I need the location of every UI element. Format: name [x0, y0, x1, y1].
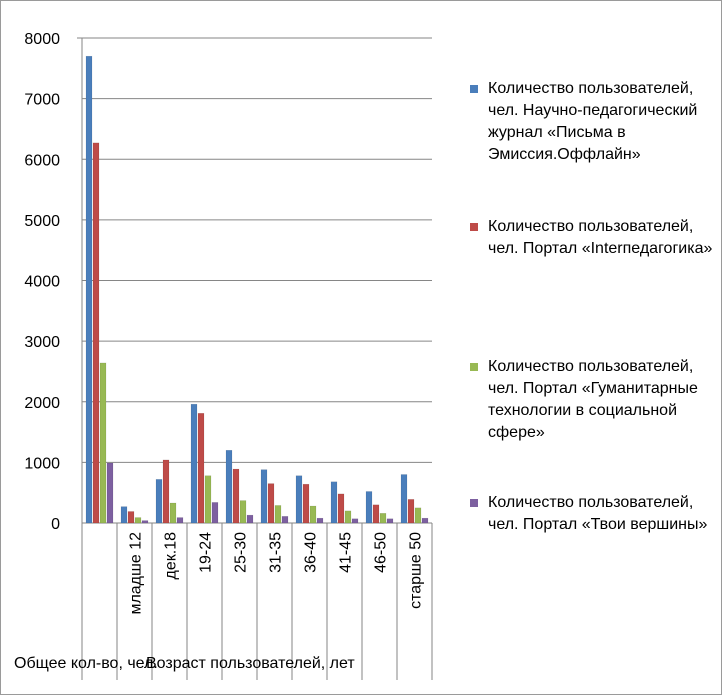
y-tick-label: 3000: [24, 334, 60, 351]
bar: [309, 505, 317, 524]
bar: [225, 450, 233, 524]
bar: [239, 500, 247, 524]
bar: [120, 506, 128, 524]
legend-swatch: [470, 85, 478, 93]
bar: [155, 479, 163, 524]
bar: [211, 502, 219, 524]
bar: [330, 481, 338, 524]
legend-label: Количество пользователей, чел. Портал «I…: [488, 218, 713, 257]
bar: [162, 459, 170, 524]
x-tick-label: 41-45: [338, 532, 355, 573]
x-tick-label: 31-35: [268, 532, 285, 573]
bar: [246, 514, 254, 524]
x-axis-title: Возраст пользователей, лет: [146, 655, 355, 672]
bar: [260, 469, 268, 524]
bar: [281, 516, 289, 524]
y-tick-label: 8000: [24, 31, 60, 48]
bar: [197, 413, 205, 524]
y-tick-label: 1000: [24, 455, 60, 472]
legend-swatch: [470, 363, 478, 371]
bar: [190, 403, 198, 524]
bar: [400, 474, 408, 524]
x-tick-label: дек.18: [163, 532, 180, 580]
bar: [106, 462, 114, 524]
bar: [372, 504, 380, 524]
bar: [99, 362, 107, 524]
x-tick-label: 25-30: [233, 532, 250, 573]
x-tick-label: 36-40: [303, 532, 320, 573]
bar: [141, 520, 149, 524]
bar: [407, 499, 415, 524]
bar: [414, 507, 422, 524]
x-tick-label: 46-50: [373, 532, 390, 573]
bar: [85, 55, 93, 524]
bar: [295, 475, 303, 524]
bar: [232, 468, 240, 524]
bar: [386, 518, 394, 524]
bar: [302, 483, 310, 524]
bar: [274, 505, 282, 524]
y-tick-label: 0: [51, 516, 60, 533]
bar: [365, 491, 373, 524]
legend-label: Количество пользователей, чел. Научно-пе…: [488, 80, 698, 163]
x-tick-label: младше 12: [128, 532, 145, 615]
bar: [127, 511, 135, 524]
y-tick-label: 7000: [24, 92, 60, 109]
y-tick-label: 4000: [24, 274, 60, 291]
bar: [316, 517, 324, 524]
bar: [92, 142, 100, 524]
bar: [344, 510, 352, 524]
y-tick-label: 2000: [24, 395, 60, 412]
bar: [379, 513, 387, 524]
legend-swatch: [470, 223, 478, 231]
bar: [421, 517, 429, 524]
bar: [204, 475, 212, 524]
bar: [134, 517, 142, 524]
x-tick-label: Общее кол-во, чел.: [14, 655, 158, 672]
y-tick-label: 5000: [24, 213, 60, 230]
legend-label: Количество пользователей, чел. Портал «Г…: [488, 358, 698, 441]
bar: [351, 518, 359, 524]
x-tick-label: старше 50: [408, 532, 425, 609]
legend-label: Количество пользователей, чел. Портал «Т…: [488, 494, 708, 533]
y-tick-label: 6000: [24, 152, 60, 169]
x-tick-label: 19-24: [198, 532, 215, 573]
bar: [169, 502, 177, 524]
bar: [176, 517, 184, 524]
legend-swatch: [470, 499, 478, 507]
bar: [267, 483, 275, 524]
bar: [337, 493, 345, 524]
